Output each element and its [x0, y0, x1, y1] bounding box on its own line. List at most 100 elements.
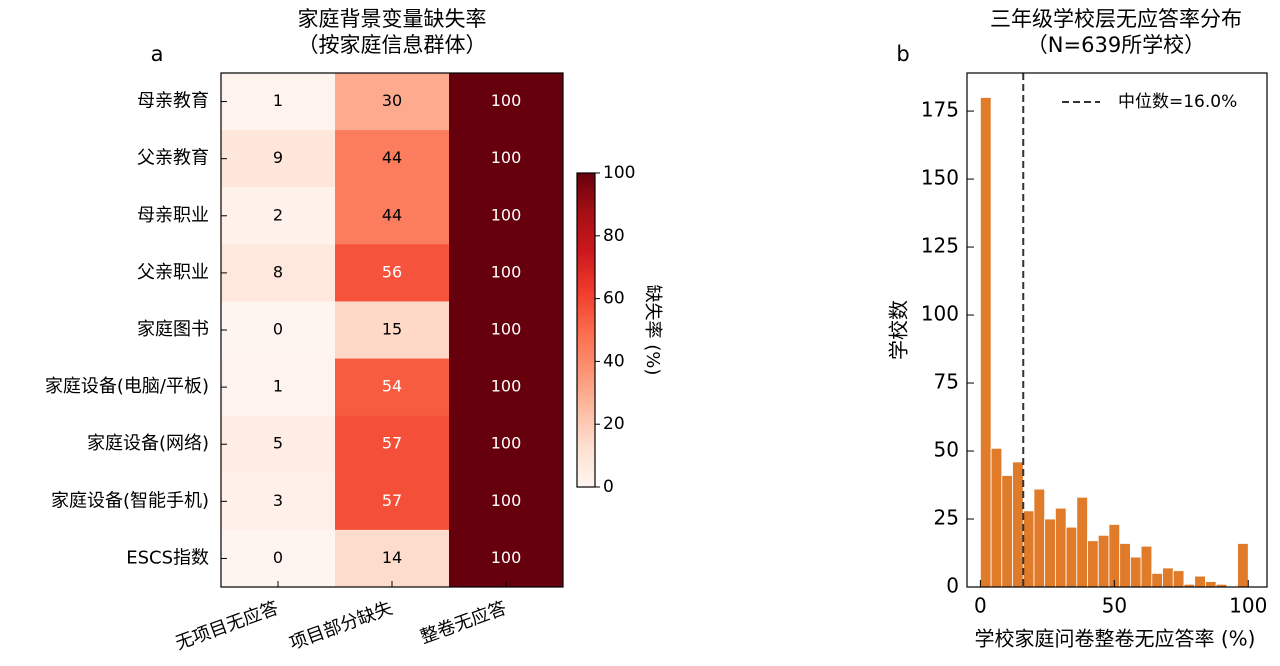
plot-frame	[966, 72, 1268, 588]
cell-label: 14	[382, 548, 402, 567]
histogram-bar	[1140, 545, 1153, 588]
histogram-bar	[1129, 556, 1142, 588]
colorbar-tick-label: 100	[603, 163, 635, 183]
heatmap-cell	[335, 130, 450, 188]
chart-subtitle: （按家庭信息群体）	[298, 33, 487, 57]
cell-label: 3	[273, 491, 283, 510]
heatmap-cell	[335, 301, 450, 360]
y-tick-label: 125	[921, 234, 959, 258]
panel-label: b	[896, 42, 909, 66]
histogram-bar	[1162, 567, 1174, 588]
y-tick-label: 100	[921, 302, 959, 326]
histogram-bar	[1172, 570, 1185, 588]
cell-label: 100	[491, 434, 522, 453]
cell-label: 15	[382, 320, 402, 339]
x-tick-label: 项目部分缺失	[287, 598, 396, 655]
histogram-bar	[990, 447, 1003, 588]
cell-label: 1	[273, 377, 283, 396]
y-tick-label: 家庭设备(网络)	[87, 433, 209, 454]
heatmap-cell	[221, 244, 336, 302]
colorbar-label: 缺失率 (%)	[642, 285, 663, 376]
heatmap-cell	[335, 73, 450, 131]
x-tick-label: 整卷无应答	[418, 598, 510, 649]
cell-label: 100	[491, 377, 522, 396]
plot-frame	[220, 72, 564, 588]
heatmap-cell	[335, 472, 450, 531]
y-tick-label: 0	[946, 574, 959, 598]
chart-subtitle: （N=639所学校）	[1027, 33, 1205, 57]
histogram-bar	[1097, 534, 1110, 588]
x-tick-label: 50	[1102, 594, 1127, 618]
cell-label: 8	[273, 262, 283, 281]
colorbar-tick-label: 0	[603, 477, 614, 497]
colorbar-tick-label: 60	[603, 289, 625, 309]
y-tick-label: 家庭图书	[137, 319, 209, 340]
colorbar-tick-label: 40	[603, 351, 625, 371]
heatmap-cell	[335, 529, 450, 588]
y-tick-label: 父亲职业	[137, 262, 209, 283]
x-tick-label: 0	[974, 594, 987, 618]
heatmap-cell	[449, 358, 564, 417]
cell-label: 1	[273, 91, 283, 110]
heatmap-cell	[335, 244, 450, 302]
heatmap-cell	[449, 73, 564, 131]
cell-label: 57	[382, 434, 402, 453]
histogram-bar	[979, 97, 992, 588]
heatmap-cell	[449, 529, 564, 588]
heatmap-cell	[221, 415, 336, 474]
y-axis-label: 学校数	[887, 300, 911, 360]
histogram-bar	[1022, 510, 1035, 588]
y-tick-label: 50	[934, 438, 959, 462]
colorbar-tick-label: 20	[603, 414, 625, 434]
heatmap-cell	[221, 73, 336, 131]
heatmap-cell	[221, 301, 336, 360]
x-tick-label: 100	[1229, 594, 1267, 618]
y-tick-label: ESCS指数	[126, 547, 209, 568]
y-tick-label: 母亲教育	[137, 91, 209, 112]
histogram-bar	[1012, 461, 1024, 588]
heatmap-cell	[221, 529, 336, 588]
cell-label: 44	[382, 205, 402, 224]
histogram-bar	[1119, 543, 1131, 588]
cell-label: 100	[491, 548, 522, 567]
heatmap-cell	[449, 472, 564, 531]
cell-label: 57	[382, 491, 402, 510]
y-tick-label: 家庭设备(电脑/平板)	[45, 376, 209, 397]
colorbar	[576, 172, 596, 488]
histogram-bar	[1001, 475, 1013, 588]
cell-label: 100	[491, 148, 522, 167]
heatmap-cell	[335, 358, 450, 417]
cell-label: 30	[382, 91, 402, 110]
panel-label: a	[151, 42, 164, 66]
y-tick-label: 175	[921, 98, 959, 122]
colorbar-tick-label: 80	[603, 226, 625, 246]
histogram-bar	[1194, 575, 1206, 588]
cell-label: 2	[273, 205, 283, 224]
cell-label: 100	[491, 262, 522, 281]
histogram-bar	[1054, 507, 1067, 588]
cell-label: 9	[273, 148, 283, 167]
y-tick-label: 25	[934, 506, 959, 530]
cell-label: 100	[491, 491, 522, 510]
cell-label: 0	[273, 320, 283, 339]
heatmap-cell	[221, 472, 336, 531]
cell-label: 100	[491, 320, 522, 339]
heatmap-cell	[335, 187, 450, 245]
y-tick-label: 75	[934, 370, 959, 394]
heatmap-cell	[221, 130, 336, 188]
y-tick-label: 母亲职业	[137, 205, 209, 226]
y-tick-label: 家庭设备(智能手机)	[51, 490, 209, 511]
cell-label: 54	[382, 377, 402, 396]
histogram-bar	[1151, 573, 1163, 588]
x-tick-label: 无项目无应答	[173, 598, 282, 655]
histogram-bar	[1108, 524, 1121, 588]
y-tick-label: 150	[921, 166, 959, 190]
heatmap-cell	[221, 358, 336, 417]
histogram-bar	[1237, 543, 1249, 588]
cell-label: 44	[382, 148, 402, 167]
histogram-bar	[1033, 488, 1046, 588]
histogram-bar	[1076, 496, 1088, 588]
cell-label: 5	[273, 434, 283, 453]
heatmap-cell	[221, 187, 336, 245]
